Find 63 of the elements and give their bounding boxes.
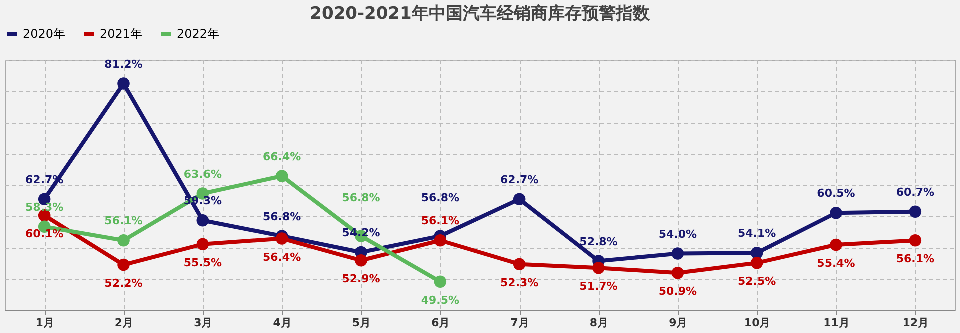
data-label: 52.9% (342, 272, 380, 286)
data-label: 56.1% (896, 252, 935, 266)
data-label: 52.8% (580, 235, 618, 248)
x-tick-label: 12月 (902, 316, 930, 330)
data-label: 52.5% (738, 275, 776, 288)
x-tick-label: 1月 (36, 316, 54, 330)
point (830, 207, 842, 220)
point (276, 232, 288, 245)
legend-label: 2022年 (177, 27, 220, 41)
data-label: 54.1% (738, 227, 776, 240)
x-tick-label: 9月 (669, 316, 688, 330)
legend-label: 2021年 (100, 27, 143, 41)
point (513, 258, 526, 270)
point (118, 78, 130, 90)
data-label: 60.7% (896, 186, 935, 199)
data-label: 56.8% (421, 191, 460, 204)
data-label: 49.5% (421, 294, 460, 307)
x-tick-label: 4月 (273, 316, 292, 330)
data-label: 55.4% (817, 257, 856, 270)
data-label: 50.9% (658, 285, 698, 298)
data-label: 58.3% (25, 200, 64, 214)
point (118, 234, 130, 247)
point (909, 234, 922, 247)
data-label: 52.3% (500, 276, 539, 290)
data-label: 81.2% (104, 58, 143, 71)
point (672, 248, 684, 260)
x-tick-label: 3月 (194, 316, 213, 330)
point (592, 262, 605, 274)
point (118, 258, 130, 272)
data-label: 51.7% (580, 280, 618, 294)
point (355, 254, 368, 267)
data-label: 60.1% (25, 228, 64, 241)
data-label: 56.8% (262, 210, 302, 224)
data-label: 62.7% (500, 173, 539, 186)
x-tick-label: 11月 (824, 316, 850, 330)
data-label: 56.1% (421, 214, 460, 228)
x-tick-label: 7月 (510, 316, 530, 330)
data-label: 52.2% (104, 277, 143, 290)
data-label: 56.8% (342, 191, 380, 204)
data-label: 63.6% (184, 168, 222, 181)
data-label: 56.1% (104, 214, 143, 228)
legend-label: 2020年 (23, 27, 66, 41)
point (830, 238, 842, 252)
data-label: 56.4% (262, 250, 302, 264)
point (434, 276, 447, 288)
point (196, 214, 210, 227)
point (276, 170, 288, 182)
x-tick-label: 5月 (352, 316, 372, 330)
point (750, 257, 764, 270)
point (909, 206, 922, 218)
point (434, 234, 447, 247)
data-label: 54.0% (658, 228, 698, 241)
data-label: 60.5% (817, 187, 856, 200)
chart-title: 2020-2021年中国汽车经销商库存预警指数 (310, 4, 651, 24)
data-label: 66.4% (262, 150, 302, 164)
x-tick-label: 8月 (590, 316, 609, 330)
x-tick-label: 2月 (114, 316, 134, 330)
data-label: 55.5% (184, 256, 222, 270)
point (672, 267, 684, 280)
x-tick-label: 10月 (744, 316, 771, 330)
x-tick-label: 6月 (432, 316, 450, 330)
point (196, 238, 210, 250)
point (513, 193, 526, 206)
